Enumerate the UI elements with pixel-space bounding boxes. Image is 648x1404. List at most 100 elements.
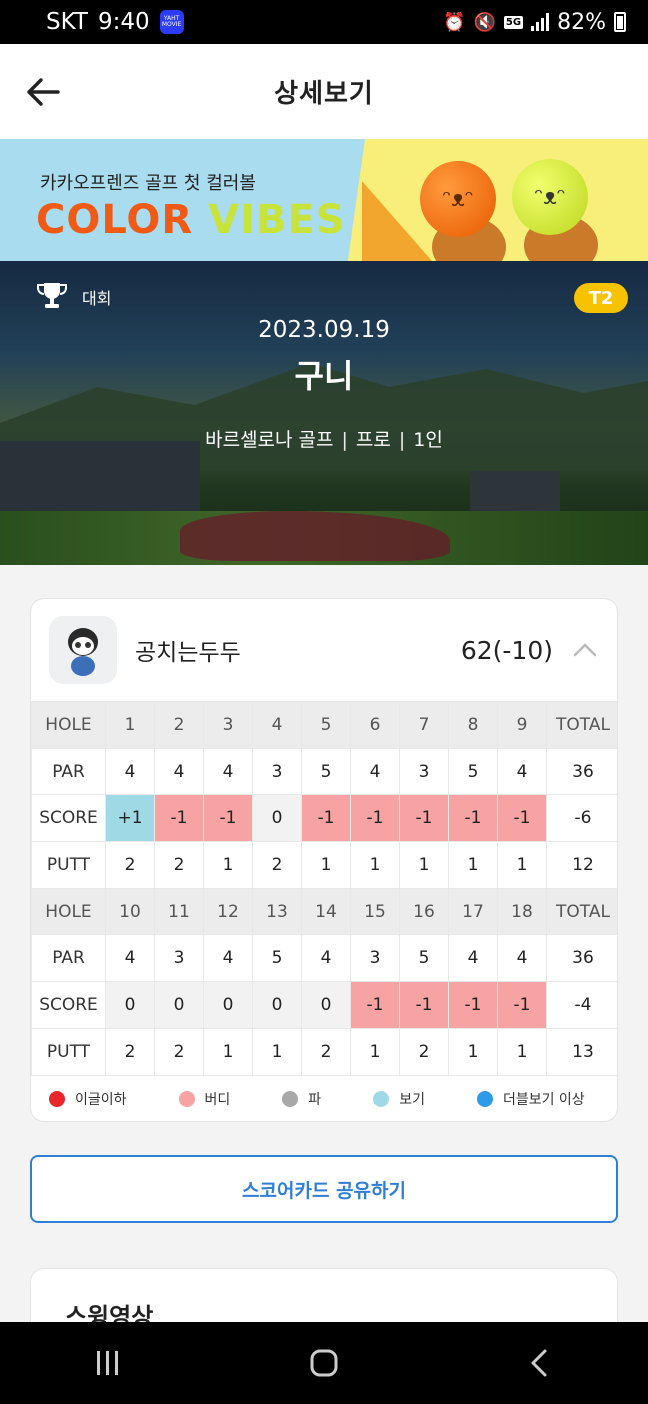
table-row: PUTT 2 2 1 2 1 1 1 1 1 12 [31, 841, 617, 889]
table-cell: -1 [399, 981, 449, 1029]
table-cell: 4 [448, 934, 498, 983]
row-label: HOLE [31, 701, 106, 749]
back-nav-icon[interactable] [510, 1333, 570, 1393]
legend-label: 보기 [399, 1091, 425, 1108]
status-bar: SKT 9:40 YAHT MOVIE ⏰ 🔇 5G 82% [0, 0, 648, 44]
table-cell: 3 [399, 747, 449, 796]
legend-label: 버디 [204, 1091, 231, 1108]
carrier-label: SKT [46, 9, 88, 35]
table-cell: 5 [252, 934, 302, 983]
table-cell: 17 [448, 887, 498, 936]
player-name: 공치는두두 [135, 640, 241, 666]
player-level: 프로 [355, 429, 391, 451]
table-cell: 14 [301, 887, 351, 936]
share-scorecard-button[interactable]: 스코어카드 공유하기 [30, 1155, 618, 1223]
table-cell: 1 [350, 1027, 400, 1076]
table-cell: -1 [399, 794, 449, 843]
round-hero: 대회 T2 2023.09.19 구니 바르셀로나 골프 | 프로 | 1인 [0, 261, 648, 565]
table-cell: 2 [399, 1027, 449, 1076]
round-date: 2023.09.19 [258, 317, 390, 343]
table-cell: -1 [154, 794, 204, 843]
table-row: PUTT 2 2 1 1 2 1 2 1 1 13 [31, 1027, 617, 1076]
player-count: 1인 [413, 429, 443, 451]
table-cell: 5 [399, 934, 449, 983]
table-cell: 36 [546, 934, 617, 983]
table-cell: 11 [154, 887, 204, 936]
table-cell: 4 [154, 747, 204, 796]
legend-dot-icon [178, 1090, 195, 1107]
table-cell: 4 [350, 747, 400, 796]
table-cell: +1 [105, 794, 155, 843]
table-cell: 1 [497, 1027, 547, 1076]
chevron-up-icon[interactable] [571, 636, 599, 664]
alarm-icon: ⏰ [443, 11, 466, 33]
table-row: SCORE 0 0 0 0 0 -1 -1 -1 -1 -4 [31, 981, 617, 1029]
table-cell: 1 [399, 841, 449, 889]
table-cell: 0 [252, 981, 302, 1029]
legend-item: 버디 [178, 1089, 231, 1109]
table-cell: 2 [105, 841, 155, 889]
table-cell: -1 [448, 794, 498, 843]
legend-item: 더블보기 이상 [476, 1089, 585, 1109]
table-cell: 12 [546, 841, 617, 889]
table-cell: 1 [252, 1027, 302, 1076]
table-cell: TOTAL [546, 887, 617, 936]
table-cell: 0 [105, 981, 155, 1029]
course-name: 구니 [294, 357, 354, 395]
table-cell: 2 [301, 1027, 351, 1076]
row-label: PAR [31, 934, 106, 983]
legend-dot-icon [282, 1090, 299, 1107]
table-cell: 3 [203, 701, 253, 749]
recent-apps-icon[interactable] [78, 1333, 138, 1393]
table-cell: 0 [252, 794, 302, 843]
avatar [49, 616, 117, 684]
score-legend: 이글이하 버디 파 보기 더블보기 이상 [31, 1076, 617, 1122]
table-cell: -1 [203, 794, 253, 843]
table-row: HOLE 10 11 12 13 14 15 16 17 18 TOTAL [31, 887, 617, 936]
home-icon[interactable] [294, 1333, 354, 1393]
table-cell: 2 [105, 1027, 155, 1076]
table-cell: 36 [546, 747, 617, 796]
table-cell: 1 [448, 841, 498, 889]
back-arrow-icon[interactable] [24, 72, 64, 112]
row-label: SCORE [31, 981, 106, 1029]
table-cell: -6 [546, 794, 617, 843]
table-cell: -4 [546, 981, 617, 1029]
table-cell: 1 [203, 841, 253, 889]
row-label: PAR [31, 747, 106, 796]
table-cell: -1 [301, 794, 351, 843]
clock: 9:40 [97, 9, 150, 35]
player-header[interactable]: 공치는두두 62(-10) [31, 599, 617, 701]
table-cell: 4 [301, 934, 351, 983]
table-cell: 1 [497, 841, 547, 889]
table-cell: 4 [203, 934, 253, 983]
table-cell: 13 [252, 887, 302, 936]
promo-banner[interactable]: ᵔᴥᵔ ᵔᴥᵔ 카카오프렌즈 골프 첫 컬러볼 COLOR VIBES [0, 139, 648, 261]
venue-name: 바르셀로나 골프 [205, 429, 334, 451]
system-nav-bar [0, 1322, 648, 1404]
player-total-score: 62(-10) [460, 635, 553, 665]
banner-subtitle: 카카오프렌즈 골프 첫 컬러볼 [40, 173, 256, 194]
banner-title: COLOR VIBES [36, 197, 346, 243]
table-cell: 5 [301, 747, 351, 796]
legend-label: 더블보기 이상 [502, 1091, 585, 1108]
legend-item: 파 [282, 1089, 321, 1109]
table-cell: 5 [448, 747, 498, 796]
table-cell: 4 [497, 747, 547, 796]
table-cell: 1 [448, 1027, 498, 1076]
table-cell: 4 [203, 747, 253, 796]
table-cell: 4 [105, 747, 155, 796]
row-label: SCORE [31, 794, 106, 843]
battery-level: 82% [557, 9, 606, 35]
table-cell: -1 [350, 981, 400, 1029]
table-cell: 3 [252, 747, 302, 796]
table-cell: 12 [203, 887, 253, 936]
table-cell: 9 [497, 701, 547, 749]
score-table: HOLE 1 2 3 4 5 6 7 8 9 TOTAL PAR 4 4 4 3 5 4 3 5 4 36 SCOR… [31, 701, 617, 1076]
table-cell: 5 [301, 701, 351, 749]
page-title: 상세보기 [274, 79, 374, 109]
table-cell: 2 [154, 701, 204, 749]
legend-dot-icon [476, 1090, 493, 1107]
table-cell: 8 [448, 701, 498, 749]
